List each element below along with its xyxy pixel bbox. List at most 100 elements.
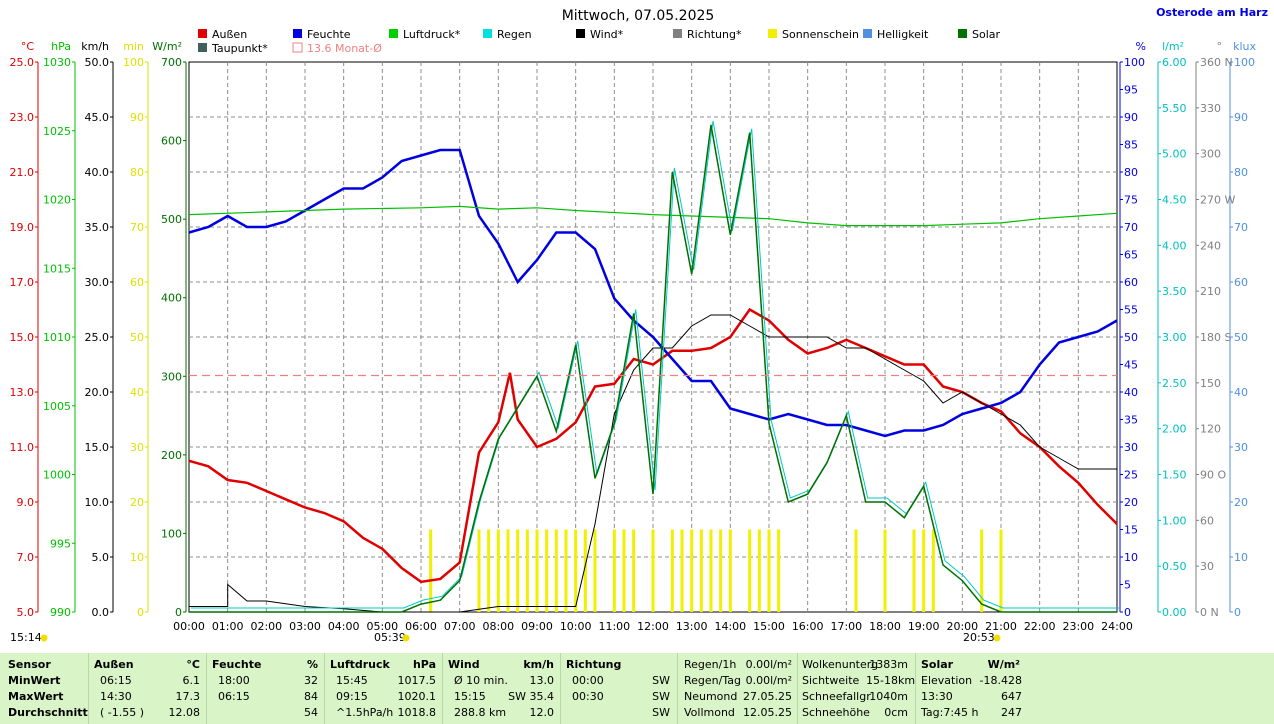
right-axis-tick-label: 270 W <box>1200 194 1235 207</box>
right-axis-tick-label: 10 <box>1124 551 1138 564</box>
legend-swatch <box>576 29 585 38</box>
right-axis-tick-label: 50 <box>1234 331 1248 344</box>
x-tick-label: 24:00 <box>1101 620 1133 633</box>
x-tick-label: 07:00 <box>444 620 476 633</box>
legend-swatch <box>863 29 872 38</box>
right-axis-tick-label: 4.50 <box>1162 194 1187 207</box>
left-axis-tick-label: 995 <box>50 537 71 550</box>
left-axis-unit: min <box>123 40 144 53</box>
left-axis-tick-label: 60 <box>130 276 144 289</box>
right-axis-tick-label: 180 S <box>1200 331 1231 344</box>
left-axis-tick-label: 35.0 <box>85 221 110 234</box>
druck-time: 09:15 <box>336 690 368 703</box>
legend-item: Richtung* <box>673 28 742 41</box>
legend-swatch <box>768 29 777 38</box>
series-line-wind <box>189 314 1117 613</box>
now-time: 15:14 <box>10 631 42 644</box>
right-axis-tick-label: 330 <box>1200 102 1221 115</box>
feuchte-value: 84 <box>304 690 318 703</box>
druck-value: 1017.5 <box>397 674 437 687</box>
solar-value: 647 <box>1001 690 1022 703</box>
richtung-value: SW <box>652 690 670 703</box>
left-axis-tick-label: 0.0 <box>92 606 110 619</box>
row-label: MinWert <box>8 674 61 687</box>
x-axis: 00:00 01:00 02:00 03:00 04:00 05:00 06:00 07:00… <box>173 620 1133 633</box>
wind-time: 15:15 <box>454 690 486 703</box>
right-axis-tick-label: 30 <box>1124 441 1138 454</box>
header-sensor: Sensor <box>8 658 51 671</box>
extra-value: 1040m <box>869 690 908 703</box>
left-axis-tick-label: 19.0 <box>10 221 35 234</box>
right-axis-tick-label: 10 <box>1234 551 1248 564</box>
aussen-value: 12.08 <box>168 706 201 719</box>
x-tick-label: 15:00 <box>753 620 785 633</box>
x-tick-label: 22:00 <box>1024 620 1056 633</box>
station-link[interactable]: Osterode am Harz <box>1156 6 1268 19</box>
legend-item: Wind* <box>576 28 624 41</box>
legend-item: Solar <box>958 28 1001 41</box>
extra-label: Neumond <box>684 690 738 703</box>
sunrise-time: 05:39 <box>374 631 406 644</box>
solar-label: Tag:7:45 h <box>921 706 979 719</box>
left-axis-tick-label: 700 <box>161 56 182 69</box>
druck-time: 15:45 <box>336 674 368 687</box>
right-axis-tick-label: 0 <box>1234 606 1241 619</box>
header-luftdruck: Luftdruck <box>330 658 390 671</box>
right-axis-tick-label: 45 <box>1124 359 1138 372</box>
left-axis-unit: W/m² <box>152 40 182 53</box>
extra-label: Regen/Tag <box>684 674 741 687</box>
left-axis-tick-label: 1015 <box>43 262 71 275</box>
right-axis-tick-label: 85 <box>1124 139 1138 152</box>
left-axis-tick-label: 100 <box>123 56 144 69</box>
left-axis-tick-label: 90 <box>130 111 144 124</box>
extra-label: Sichtweite <box>802 674 860 687</box>
legend-item: 13.6 Monat-Ø <box>292 42 382 55</box>
legend-item: Helligkeit <box>863 28 929 41</box>
wind-time: 288.8 km <box>454 706 507 719</box>
right-axis-tick-label: 80 <box>1234 166 1248 179</box>
left-axis-tick-label: 15.0 <box>85 441 110 454</box>
left-axis-tick-label: 23.0 <box>10 111 35 124</box>
left-axis-tick-label: 500 <box>161 213 182 226</box>
x-tick-label: 04:00 <box>328 620 360 633</box>
right-axis-unit: % <box>1136 40 1146 53</box>
right-axis-tick-label: 2.00 <box>1162 423 1187 436</box>
right-axis-tick-label: 60 <box>1234 276 1248 289</box>
x-tick-label: 16:00 <box>792 620 824 633</box>
extra-value: 0.00l/m² <box>745 674 792 687</box>
aussen-value: 17.3 <box>175 690 201 703</box>
legend-swatch <box>293 29 302 38</box>
left-axis-tick-label: 300 <box>161 370 182 383</box>
x-tick-label: 23:00 <box>1062 620 1094 633</box>
right-axis-tick-label: 50 <box>1124 331 1138 344</box>
sunset-time: 20:53 <box>963 631 995 644</box>
left-axis-tick-label: 50.0 <box>85 56 110 69</box>
extra-label: Wolkenunterg <box>802 658 879 671</box>
left-axis-tick-label: 25.0 <box>85 331 110 344</box>
aussen-value: 6.1 <box>182 674 201 687</box>
header-aussen: Außen <box>94 658 134 671</box>
x-tick-label: 18:00 <box>869 620 901 633</box>
right-axis-tick-label: 0.00 <box>1162 606 1187 619</box>
druck-time: ^1.5hPa/h <box>336 706 394 719</box>
series-lines <box>188 120 1119 613</box>
sunrise-marker: 05:39 <box>374 631 410 644</box>
feuchte-value: 54 <box>304 706 318 719</box>
left-axes: °C 25.0 23.0 21.0 19.0 17.0 15.0 13.0 11.0 9.0 7.0… <box>10 40 187 619</box>
sunrise-sun-icon <box>402 634 410 642</box>
wind-time: Ø 10 min. <box>454 674 508 687</box>
legend-swatch <box>483 29 492 38</box>
right-axis-tick-label: 20 <box>1234 496 1248 509</box>
sunshine-bars <box>429 529 1003 612</box>
x-tick-label: 09:00 <box>521 620 553 633</box>
left-axis-tick-label: 45.0 <box>85 111 110 124</box>
richtung-value: SW <box>652 674 670 687</box>
x-tick-label: 02:00 <box>250 620 282 633</box>
left-axis-unit: hPa <box>51 40 71 53</box>
legend-label: Wind* <box>590 28 624 41</box>
right-axis-tick-label: 0 <box>1124 606 1131 619</box>
right-axis-tick-label: 30 <box>1234 441 1248 454</box>
left-axis-tick-label: 9.0 <box>17 496 35 509</box>
right-axis-tick-label: 25 <box>1124 469 1138 482</box>
left-axis-tick-label: 50 <box>130 331 144 344</box>
